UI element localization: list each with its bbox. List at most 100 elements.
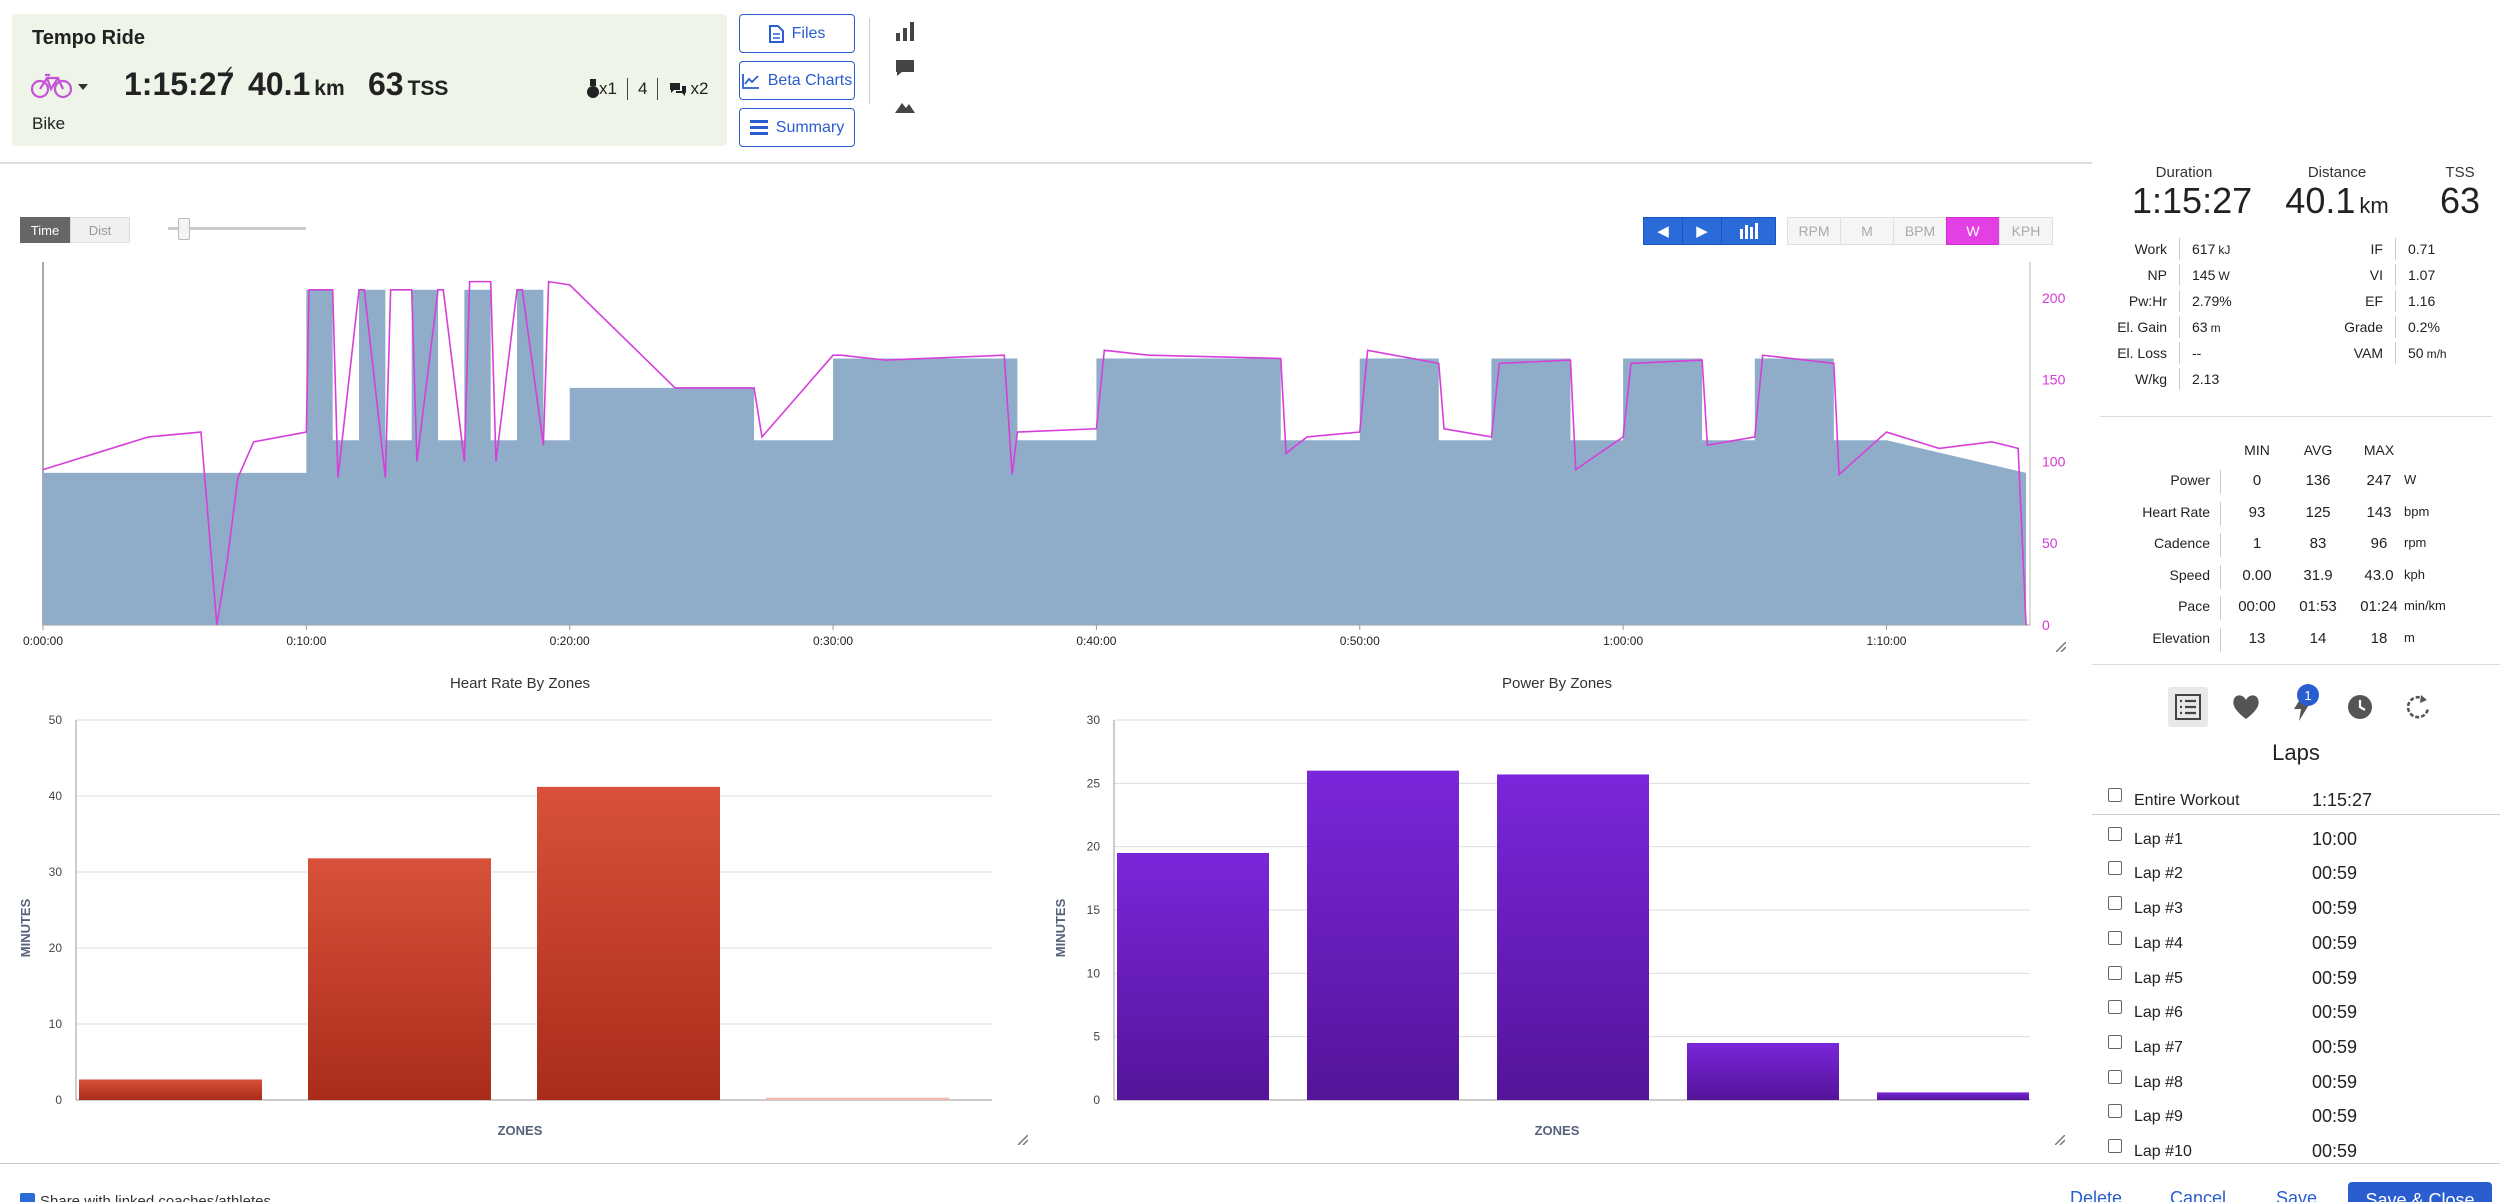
- metric-row: VAM 50 m/h: [2344, 340, 2447, 366]
- zone-bar-3[interactable]: [1497, 774, 1649, 1100]
- power-tab[interactable]: [2282, 687, 2322, 727]
- lap-checkbox[interactable]: [2108, 965, 2122, 980]
- heart-tab[interactable]: [2226, 687, 2266, 727]
- lap-row[interactable]: Lap #9 00:59: [2092, 1098, 2500, 1132]
- metric-button-w[interactable]: W: [1946, 217, 2000, 245]
- resize-handle-icon[interactable]: [1018, 1135, 1028, 1145]
- lap-checkbox[interactable]: [2108, 826, 2122, 841]
- time-tab[interactable]: [2340, 687, 2380, 727]
- metric-button-rpm[interactable]: RPM: [1787, 217, 1841, 245]
- lap-row[interactable]: Lap #3 00:59: [2092, 890, 2500, 924]
- bike-icon[interactable]: [30, 70, 74, 100]
- resize-handle-icon[interactable]: [2056, 642, 2066, 652]
- stat-max: 247: [2366, 472, 2392, 489]
- cancel-button[interactable]: Cancel: [2170, 1188, 2227, 1202]
- y-tick-label: 30: [49, 865, 63, 879]
- medal-icon[interactable]: [587, 79, 599, 99]
- zoom-slider-handle[interactable]: [178, 218, 190, 240]
- lap-time: 00:59: [2312, 863, 2358, 884]
- lap-name: Lap #7: [2134, 1038, 2183, 1056]
- comments-icon[interactable]: [668, 81, 688, 97]
- chart-bars-button[interactable]: [1721, 217, 1776, 245]
- y-tick-label: 50: [49, 713, 63, 727]
- lap-checkbox[interactable]: [2108, 930, 2122, 945]
- zone-bar-2[interactable]: [1307, 770, 1459, 1100]
- previous-button[interactable]: ◀: [1643, 217, 1683, 245]
- metric-value: 145 W: [2180, 267, 2230, 283]
- lap-row[interactable]: Lap #6 00:59: [2092, 994, 2500, 1028]
- mountain-icon[interactable]: [894, 95, 916, 117]
- lap-checkbox[interactable]: [2108, 1000, 2122, 1015]
- bar-chart-icon[interactable]: [894, 20, 916, 42]
- summary-button[interactable]: Summary: [739, 108, 855, 147]
- y-tick-label: 20: [1087, 840, 1101, 854]
- refresh-tab[interactable]: [2398, 687, 2438, 727]
- time-toggle[interactable]: Time: [20, 217, 70, 243]
- stat-max: 43.0: [2364, 566, 2394, 584]
- lap-name: Lap #4: [2134, 934, 2183, 952]
- lap-checkbox[interactable]: [2108, 1139, 2122, 1153]
- laps-tab[interactable]: [2168, 687, 2208, 727]
- lap-name: Lap #1: [2134, 830, 2183, 848]
- column-header: MIN: [2244, 442, 2270, 458]
- hr-bars: [79, 786, 949, 1100]
- metric-button-bpm[interactable]: BPM: [1893, 217, 1947, 245]
- zone-bar-1[interactable]: [1117, 853, 1269, 1100]
- column-divider: [2220, 596, 2221, 620]
- power-zones-chart[interactable]: Power By Zones MINUTES ZONES 0 5 10 15 20 25 3…: [1040, 668, 2080, 1148]
- tss-value: 63: [368, 66, 404, 102]
- lap-row[interactable]: Lap #2 00:59: [2092, 855, 2500, 889]
- lap-row[interactable]: Lap #7 00:59: [2092, 1029, 2500, 1063]
- lap-row[interactable]: Lap #8 00:59: [2092, 1064, 2500, 1098]
- zoom-slider-track[interactable]: [168, 227, 306, 230]
- hr-x-label: ZONES: [498, 1123, 543, 1138]
- zone-bar-4[interactable]: [1687, 1043, 1839, 1100]
- metric-number: 0.2%: [2408, 319, 2440, 335]
- lap-checkbox[interactable]: [2108, 861, 2122, 876]
- lap-row-entire-workout[interactable]: Entire Workout 1:15:27: [2092, 782, 2500, 816]
- stat-row: Cadence 1 83 96 rpm: [2092, 529, 2492, 560]
- hr-y-label: MINUTES: [18, 898, 33, 957]
- column-divider: [2220, 501, 2221, 526]
- save-and-close-button[interactable]: Save & Close: [2348, 1182, 2492, 1202]
- beta-charts-button[interactable]: Beta Charts: [739, 61, 855, 100]
- stat-label: Heart Rate: [2142, 503, 2210, 520]
- share-checkbox[interactable]: [20, 1193, 35, 1202]
- zone-bar-1[interactable]: [79, 1079, 262, 1100]
- metric-number: 0.71: [2408, 241, 2436, 257]
- comment-icon[interactable]: [894, 57, 916, 79]
- zone-bar-3[interactable]: [537, 786, 720, 1100]
- distance-toggle[interactable]: Dist: [70, 217, 130, 243]
- stat-row: Pace 00:00 01:53 01:24 min/km: [2092, 592, 2492, 623]
- lap-checkbox[interactable]: [2108, 1034, 2122, 1049]
- save-button[interactable]: Save: [2276, 1188, 2318, 1202]
- chevron-down-icon[interactable]: [78, 84, 88, 90]
- lap-checkbox[interactable]: [2108, 1104, 2122, 1119]
- lap-checkbox[interactable]: [2108, 1069, 2122, 1084]
- lap-checkbox[interactable]: [2108, 788, 2122, 802]
- metric-button-m[interactable]: M: [1840, 217, 1894, 245]
- lap-row[interactable]: Lap #10 00:59: [2092, 1133, 2500, 1167]
- stat-avg: 125: [2305, 503, 2331, 521]
- delete-button[interactable]: Delete: [2070, 1188, 2123, 1202]
- metric-number: 1.07: [2408, 267, 2436, 283]
- lap-row[interactable]: Lap #4 00:59: [2092, 925, 2500, 959]
- heart-rate-zones-chart[interactable]: Heart Rate By Zones MINUTES ZONES 0 10 20 3…: [0, 668, 1040, 1148]
- zone-bar-5[interactable]: [1877, 1092, 2029, 1100]
- zone-bar-2[interactable]: [308, 858, 491, 1100]
- workout-title[interactable]: Tempo Ride: [32, 27, 145, 49]
- main-activity-chart[interactable]: 0:00:00 0:10:00 0:20:00 0:30:00 0:40:00 0:50:…: [0, 250, 2070, 660]
- stat-unit: kph: [2404, 566, 2425, 582]
- zone-bar-4[interactable]: [766, 1097, 949, 1100]
- stat-avg: 14: [2309, 629, 2327, 647]
- medal-count[interactable]: x1: [599, 79, 617, 98]
- lap-row[interactable]: Lap #1 10:00: [2092, 821, 2500, 855]
- lap-checkbox[interactable]: [2108, 896, 2122, 911]
- lap-count: 4: [637, 79, 648, 98]
- comments-count[interactable]: x2: [690, 79, 709, 98]
- files-button[interactable]: Files: [739, 14, 855, 53]
- next-button[interactable]: ▶: [1682, 217, 1722, 245]
- lap-row[interactable]: Lap #5 00:59: [2092, 960, 2500, 994]
- metric-button-kph[interactable]: KPH: [1999, 217, 2053, 245]
- resize-handle-icon[interactable]: [2055, 1135, 2065, 1145]
